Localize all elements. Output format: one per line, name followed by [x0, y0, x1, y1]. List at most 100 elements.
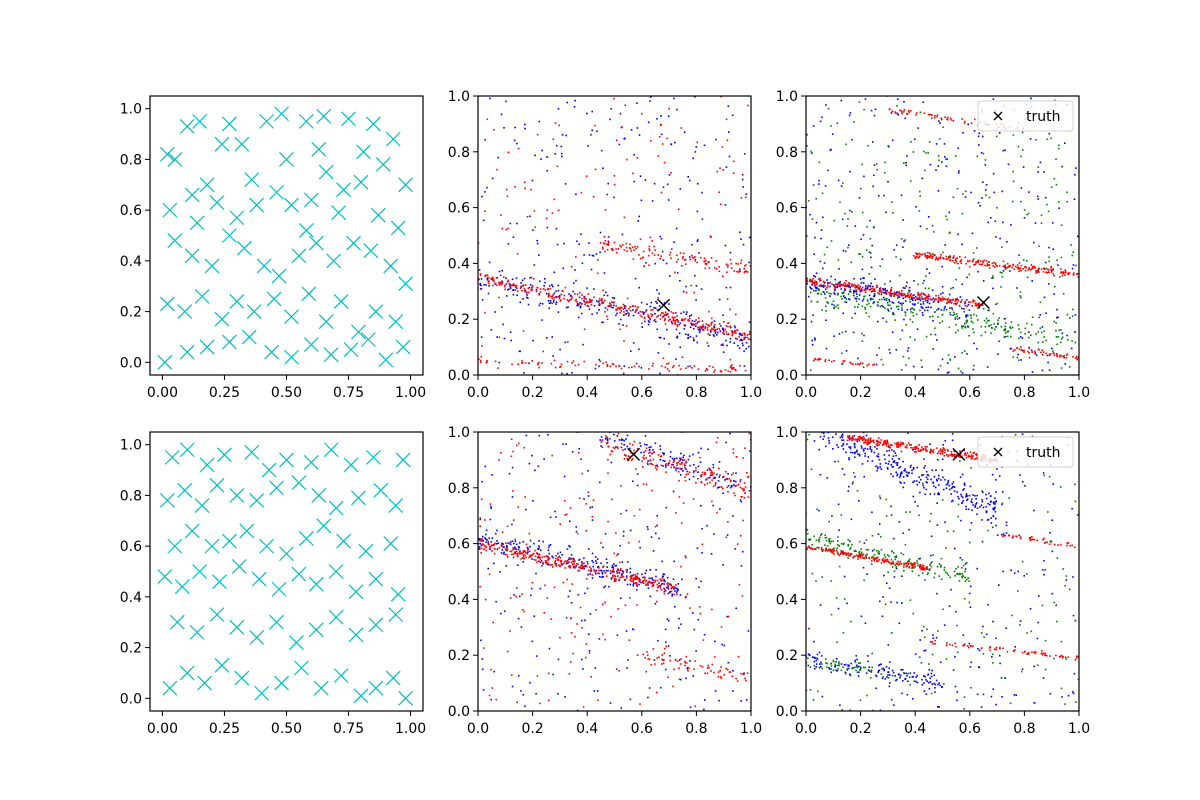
data-point-dot [667, 619, 670, 622]
data-point-dot [1038, 316, 1040, 319]
data-point-dot [943, 258, 945, 260]
plot-area [806, 96, 1079, 374]
data-point-dot [737, 344, 739, 347]
data-point-dot [628, 246, 631, 249]
data-point-dot [887, 181, 889, 183]
data-point-dot [577, 316, 580, 319]
data-point-dot [1053, 657, 1055, 660]
data-point-dot [602, 576, 604, 578]
data-point-dot [876, 354, 878, 356]
data-point-dot [490, 544, 493, 547]
data-point-dot [481, 658, 484, 660]
data-point-dot [947, 362, 949, 364]
data-point-dot [682, 459, 684, 461]
data-point-dot [713, 330, 716, 332]
data-point-marker [192, 113, 208, 129]
data-point-dot [878, 495, 881, 497]
data-point-dot [639, 314, 642, 317]
data-point-dot [716, 334, 718, 336]
data-point-dot [725, 536, 728, 539]
data-point-dot [530, 587, 533, 590]
data-point-dot [1065, 658, 1067, 660]
data-point-dot [1014, 434, 1017, 436]
data-point-dot [1062, 355, 1064, 358]
data-point-dot [1031, 351, 1033, 353]
data-point-dot [625, 242, 628, 245]
data-point-dot [1023, 575, 1025, 577]
data-point-dot [510, 438, 513, 440]
data-point-dot [667, 645, 670, 647]
data-point-dot [621, 233, 624, 236]
data-point-dot [525, 551, 527, 554]
data-point-dot [715, 260, 717, 262]
data-point-dot [648, 316, 650, 319]
data-point-dot [847, 539, 849, 541]
data-point-dot [674, 271, 676, 274]
data-point-dot [743, 336, 746, 339]
data-point-dot [931, 289, 934, 291]
data-point-dot [972, 328, 974, 330]
x-tick-label: 0.8 [685, 385, 707, 401]
data-point-dot [683, 454, 685, 457]
data-point-dot [976, 260, 979, 263]
data-point-dot [487, 541, 490, 544]
data-point-dot [539, 280, 541, 283]
data-point-dot [901, 575, 903, 577]
data-point-dot [536, 561, 538, 564]
data-point-dot [598, 299, 601, 302]
y-tick-label: 1.0 [448, 89, 470, 105]
data-point-dot [548, 544, 551, 547]
data-point-dot [997, 353, 999, 355]
data-point-dot [1009, 702, 1012, 705]
data-point-dot [491, 550, 493, 552]
data-point-dot [567, 558, 570, 561]
data-point-dot [645, 584, 647, 586]
data-point-dot [848, 286, 851, 289]
data-point-dot [675, 591, 678, 593]
data-point-dot [488, 277, 490, 279]
data-point-dot [842, 632, 845, 634]
data-point-dot [1056, 316, 1058, 319]
data-point-marker [162, 202, 178, 218]
data-point-dot [661, 143, 664, 145]
data-point-dot [532, 339, 534, 342]
data-point-dot [679, 188, 682, 190]
data-point-dot [848, 458, 850, 461]
data-point-dot [710, 553, 713, 555]
data-point-dot [520, 286, 522, 288]
data-point-dot [591, 560, 593, 562]
data-point-dot [583, 297, 586, 300]
data-point-dot [675, 328, 678, 331]
data-point-dot [888, 108, 891, 111]
data-point-dot [589, 301, 591, 303]
data-point-dot [600, 149, 603, 152]
data-point-marker [197, 675, 213, 691]
data-point-dot [580, 567, 582, 570]
data-point-dot [887, 145, 890, 147]
data-point-dot [819, 417, 821, 419]
data-point-dot [627, 561, 629, 563]
data-point-dot [1033, 241, 1035, 244]
data-point-dot [1064, 274, 1066, 276]
data-point-dot [534, 226, 537, 228]
data-point-dot [560, 562, 562, 564]
data-point-dot [1061, 165, 1063, 168]
data-point-dot [700, 326, 702, 329]
data-point-dot [563, 562, 565, 565]
data-point-dot [973, 258, 975, 260]
data-point-dot [913, 294, 915, 296]
data-point-dot [677, 320, 679, 322]
data-point-dot [506, 295, 508, 297]
data-point-dot [741, 174, 744, 176]
data-point-dot [517, 564, 519, 566]
data-point-dot [970, 687, 972, 689]
data-point-dot [869, 285, 871, 287]
data-point-dot [998, 475, 1001, 477]
data-point-dot [739, 231, 741, 234]
data-point-dot [619, 306, 621, 309]
data-point-dot [938, 120, 940, 122]
data-point-dot [1065, 354, 1068, 356]
y-tick-label: 1.0 [120, 102, 142, 118]
data-point-dot [908, 289, 910, 292]
data-point-dot [612, 568, 615, 570]
